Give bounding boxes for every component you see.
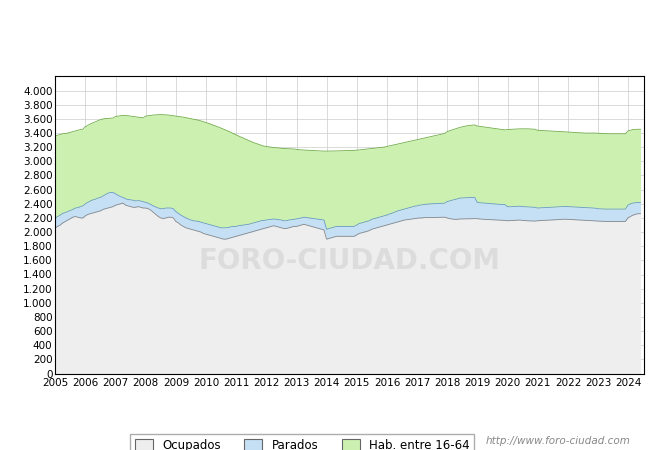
Text: FORO-CIUDAD.COM: FORO-CIUDAD.COM — [198, 247, 500, 274]
Text: Agramunt - Evolucion de la poblacion en edad de Trabajar Mayo de 2024: Agramunt - Evolucion de la poblacion en … — [82, 10, 568, 23]
Legend: Ocupados, Parados, Hab. entre 16-64: Ocupados, Parados, Hab. entre 16-64 — [130, 434, 474, 450]
Text: http://www.foro-ciudad.com: http://www.foro-ciudad.com — [486, 436, 630, 446]
